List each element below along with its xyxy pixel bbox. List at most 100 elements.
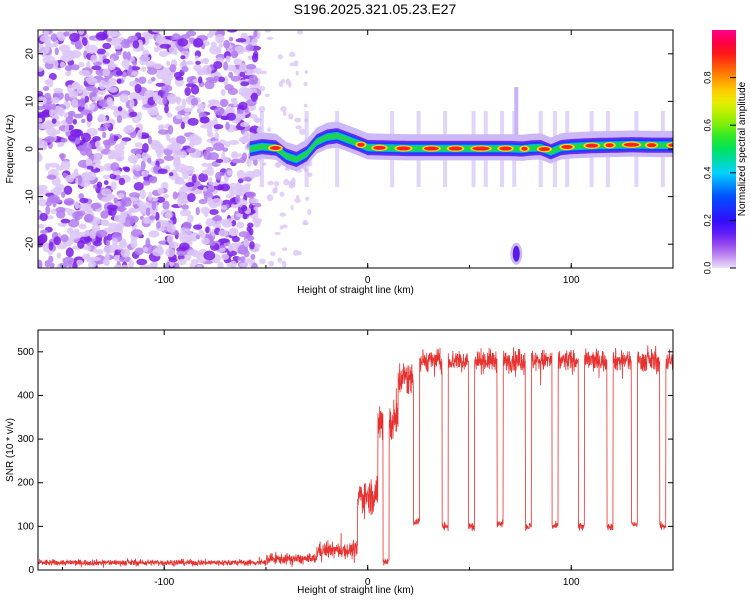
noise-blob — [239, 262, 249, 268]
noise-blob — [98, 79, 107, 90]
noise-blob — [82, 253, 90, 260]
noise-blob — [73, 228, 80, 235]
noise-blob — [47, 162, 60, 168]
noise-blob — [229, 186, 234, 196]
noise-blob — [38, 139, 45, 148]
noise-blob — [139, 189, 146, 200]
noise-blob — [249, 114, 258, 119]
noise-blob — [267, 127, 271, 133]
noise-blob — [131, 229, 143, 238]
noise-blob — [266, 36, 274, 40]
noise-blob — [252, 169, 262, 178]
noise-blob — [38, 66, 44, 72]
noise-blob — [253, 158, 258, 166]
noise-blob — [93, 240, 102, 247]
noise-blob — [38, 223, 45, 229]
noise-blob — [115, 70, 123, 76]
noise-blob — [102, 174, 111, 180]
noise-blob — [95, 31, 107, 41]
noise-blob — [205, 146, 214, 152]
noise-blob — [251, 38, 259, 44]
noise-blob — [264, 30, 272, 33]
noise-blob — [220, 98, 229, 108]
noise-blob — [88, 256, 101, 262]
noise-blob — [148, 230, 160, 238]
noise-blob — [156, 196, 165, 203]
noise-blob — [283, 178, 290, 186]
ridge-hotspot — [668, 143, 673, 148]
noise-blob — [198, 199, 208, 205]
noise-blob — [208, 120, 214, 128]
noise-blob — [101, 188, 112, 197]
noise-blob — [92, 184, 98, 189]
noise-blob — [156, 221, 161, 229]
noise-blob — [64, 123, 70, 132]
ridge-hotspot — [585, 143, 599, 148]
noise-blob — [190, 97, 199, 106]
noise-blob — [200, 124, 211, 129]
noise-blob — [295, 194, 300, 200]
noise-blob — [180, 168, 187, 175]
noise-blob — [60, 137, 68, 143]
noise-blob — [225, 121, 230, 131]
ridge-hotspot — [538, 147, 550, 152]
x-axis-label: Height of straight line (km) — [297, 285, 414, 296]
noise-blob — [177, 110, 187, 116]
noise-blob — [225, 194, 235, 199]
noise-blob — [145, 90, 156, 96]
noise-blob — [117, 192, 125, 199]
noise-blob — [254, 83, 261, 89]
noise-blob — [189, 262, 196, 268]
noise-blob — [38, 105, 45, 111]
noise-blob — [50, 97, 60, 104]
noise-blob — [84, 213, 94, 223]
colorbar — [712, 30, 736, 268]
noise-blob — [281, 247, 288, 251]
noise-blob — [282, 261, 287, 268]
noise-blob — [209, 209, 219, 216]
noise-blob — [227, 243, 233, 252]
noise-blob — [67, 84, 73, 93]
noise-blob — [239, 63, 248, 72]
colorbar-tick-label: 0.6 — [702, 119, 712, 132]
ridge-hotspot — [357, 142, 365, 147]
noise-blob — [216, 220, 221, 229]
noise-blob — [260, 70, 268, 75]
noise-blob — [53, 87, 64, 94]
noise-blob — [38, 152, 42, 162]
noise-blob — [195, 207, 200, 216]
noise-blob — [44, 260, 51, 268]
noise-blob — [277, 257, 283, 263]
noise-blob — [236, 109, 244, 115]
noise-blob — [177, 197, 183, 208]
noise-blob — [110, 162, 120, 172]
noise-blob — [175, 135, 186, 145]
chart-title: S196.2025.321.05.23.E27 — [293, 1, 457, 17]
noise-blob — [289, 51, 296, 57]
noise-blob — [52, 186, 62, 196]
noise-blob — [97, 127, 108, 132]
noise-blob — [130, 238, 138, 249]
noise-blob — [84, 95, 90, 103]
noise-blob — [55, 206, 66, 213]
noise-blob — [113, 197, 119, 204]
noise-blob — [58, 107, 65, 117]
noise-blob — [181, 66, 189, 73]
ridge-hotspot — [270, 145, 281, 150]
noise-blob — [102, 131, 107, 139]
spectral-streak — [514, 87, 519, 135]
noise-blob — [185, 182, 195, 188]
noise-blob — [85, 171, 97, 181]
noise-blob — [211, 182, 220, 187]
noise-blob — [157, 129, 169, 135]
noise-blob — [63, 185, 73, 195]
noise-blob — [123, 126, 135, 134]
noise-blob — [240, 81, 250, 87]
noise-blob — [157, 187, 165, 195]
noise-blob — [226, 218, 233, 223]
noise-blob — [105, 239, 111, 246]
noise-blob — [266, 194, 274, 202]
noise-blob — [153, 46, 160, 53]
noise-blob — [185, 147, 196, 154]
noise-blob — [224, 84, 234, 91]
